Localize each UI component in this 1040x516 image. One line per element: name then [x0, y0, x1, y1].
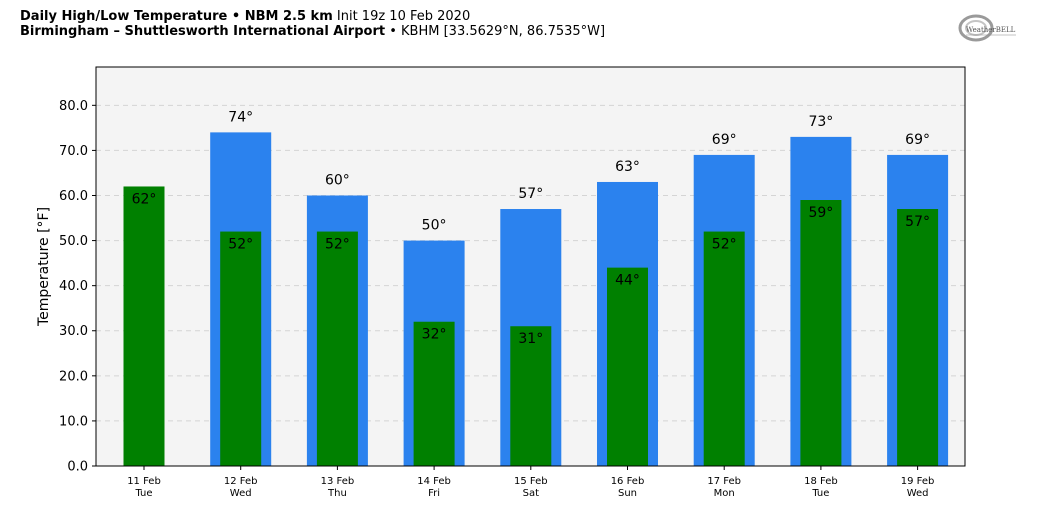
low-label: 57° — [905, 214, 930, 230]
title-bold: Daily High/Low Temperature • NBM 2.5 km — [20, 9, 333, 24]
low-bar — [123, 186, 165, 466]
high-label: 69° — [905, 132, 930, 148]
low-bar — [800, 200, 842, 466]
y-tick-label: 70.0 — [59, 144, 88, 159]
x-tick-date: 17 Feb — [707, 476, 741, 487]
x-tick-date: 14 Feb — [417, 476, 451, 487]
chart-subtitle: Birmingham – Shuttlesworth International… — [20, 24, 605, 39]
x-tick-date: 15 Feb — [514, 476, 548, 487]
plot-frame — [95, 66, 966, 467]
low-bar — [607, 267, 648, 466]
high-label: 74° — [228, 109, 253, 125]
x-tick-day: Wed — [907, 488, 929, 499]
low-bar — [703, 231, 745, 466]
y-tick-label: 40.0 — [59, 279, 88, 294]
plot-area: 0.0 10.0 20.0 30.0 40.0 50.0 60.0 70.0 80.0 62° 11… — [36, 66, 966, 499]
x-tick-date: 18 Feb — [804, 476, 838, 487]
high-label: 50° — [422, 218, 447, 234]
high-label: 57° — [518, 186, 543, 202]
chart-title: Daily High/Low Temperature • NBM 2.5 km … — [20, 9, 470, 24]
station-name: Birmingham – Shuttlesworth International… — [20, 24, 386, 39]
x-tick-day: Fri — [428, 488, 440, 499]
low-bar — [413, 321, 455, 466]
y-tick-label: 0.0 — [67, 460, 88, 475]
y-tick-label: 10.0 — [59, 414, 88, 429]
y-tick-label: 30.0 — [59, 324, 88, 339]
weatherbell-logo: WeatherBELL — [958, 14, 1016, 42]
y-tick-label: 20.0 — [59, 369, 88, 384]
x-tick-day: Tue — [811, 488, 829, 499]
x-tick-day: Wed — [230, 488, 252, 499]
x-tick-day: Thu — [327, 488, 347, 499]
low-label: 32° — [422, 327, 447, 343]
x-tick-date: 13 Feb — [321, 476, 355, 487]
x-tick-date: 19 Feb — [901, 476, 935, 487]
high-label: 60° — [325, 172, 350, 188]
x-tick-day: Sun — [618, 488, 637, 499]
svg-text:WeatherBELL: WeatherBELL — [966, 26, 1016, 34]
x-tick-day: Mon — [714, 488, 735, 499]
low-bar — [510, 326, 552, 466]
low-label: 59° — [808, 205, 833, 221]
low-label: 44° — [615, 273, 640, 289]
low-bar — [897, 209, 939, 466]
low-bar — [220, 231, 262, 466]
y-tick-label: 80.0 — [59, 99, 88, 114]
high-label: 69° — [712, 132, 737, 148]
x-tick-date: 11 Feb — [127, 476, 161, 487]
high-label: 73° — [808, 114, 833, 130]
y-axis-label: Temperature [°F] — [36, 207, 52, 327]
low-label: 52° — [712, 237, 737, 253]
low-label: 52° — [325, 237, 350, 253]
low-label: 31° — [518, 331, 543, 347]
y-tick-label: 50.0 — [59, 234, 88, 249]
low-label: 52° — [228, 237, 253, 253]
station-coords: • KBHM [33.5629°N, 86.7535°W] — [389, 24, 606, 39]
x-tick-day: Sat — [523, 488, 539, 499]
init-time: Init 19z 10 Feb 2020 — [336, 9, 471, 24]
x-tick-day: Tue — [134, 488, 152, 499]
low-bar — [316, 231, 358, 466]
high-label: 63° — [615, 159, 640, 175]
low-label: 62° — [132, 191, 157, 207]
x-tick-date: 16 Feb — [611, 476, 645, 487]
y-tick-label: 60.0 — [59, 189, 88, 204]
x-tick-date: 12 Feb — [224, 476, 258, 487]
